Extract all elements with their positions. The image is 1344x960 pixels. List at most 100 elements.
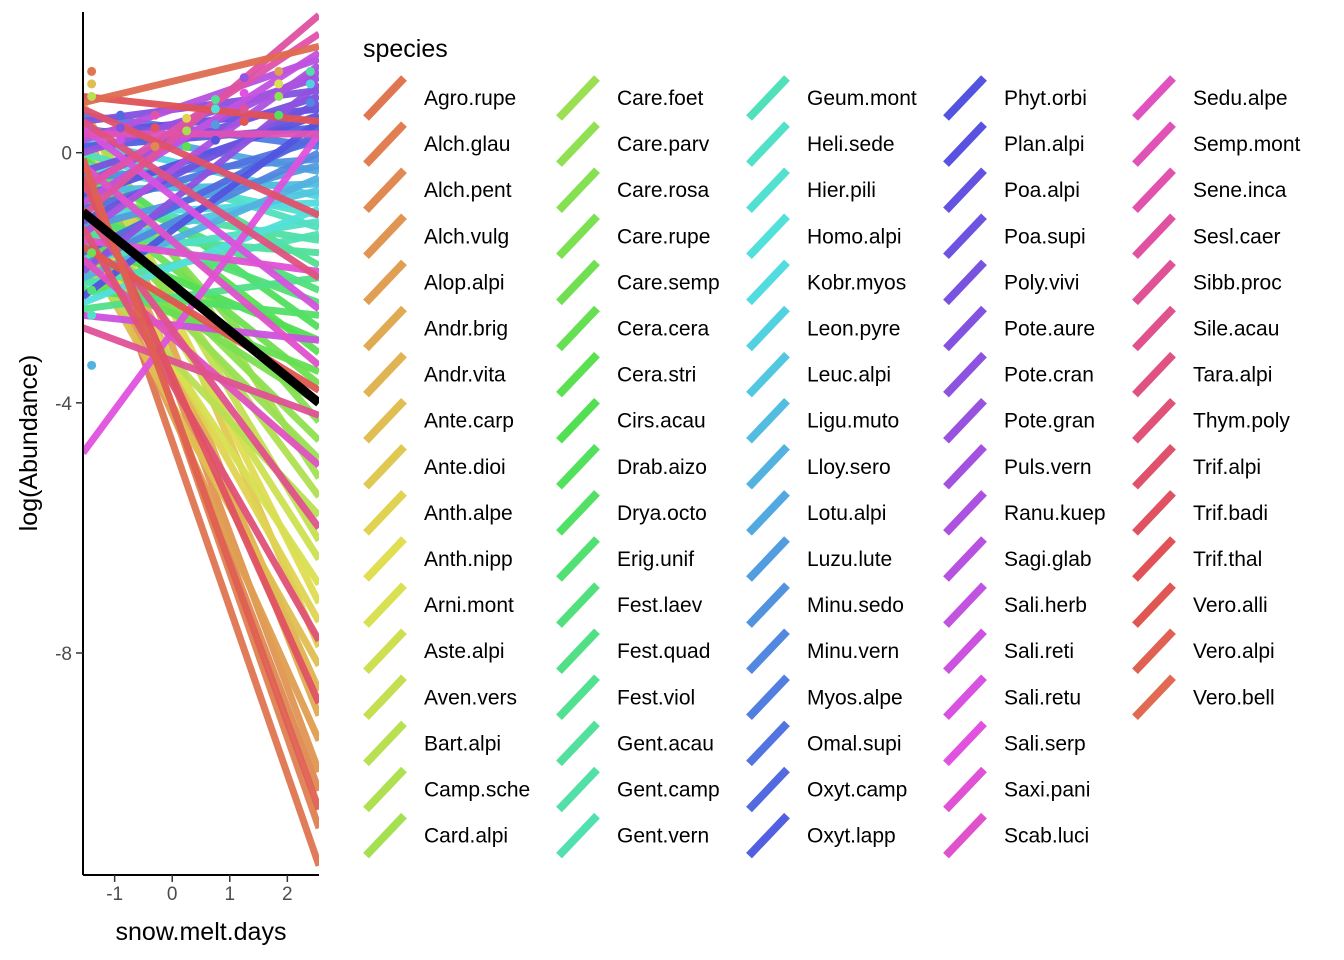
legend-label: Sesl.caer	[1193, 225, 1281, 248]
legend-label: Poly.vivi	[1004, 271, 1079, 294]
legend-item-Leon.pyre: Leon.pyre	[746, 305, 900, 352]
data-point	[305, 66, 315, 76]
legend-key	[746, 812, 790, 859]
legend-key	[556, 766, 600, 813]
legend-key	[746, 582, 790, 628]
legend-label: Minu.vern	[807, 640, 899, 663]
legend-item-Card.alpi: Card.alpi	[363, 812, 508, 859]
legend-item-Minu.vern: Minu.vern	[746, 628, 899, 674]
legend-label: Drab.aizo	[617, 456, 707, 479]
legend-item-Fest.laev: Fest.laev	[556, 582, 703, 628]
legend-key	[363, 628, 407, 674]
legend-key	[746, 305, 790, 352]
legend-item-Ante.dioi: Ante.dioi	[363, 444, 506, 490]
legend-label: Leuc.alpi	[807, 364, 891, 387]
overall-fit-line	[83, 208, 319, 407]
legend-key	[943, 490, 987, 536]
legend-label: Sali.herb	[1004, 594, 1087, 617]
legend-label: Leon.pyre	[807, 318, 900, 341]
legend-label: Cirs.acau	[617, 410, 706, 433]
legend-label: Care.semp	[617, 271, 720, 294]
legend-item-Erig.unif: Erig.unif	[556, 536, 694, 582]
legend-item-Puls.vern: Puls.vern	[943, 444, 1092, 490]
legend-item-Sali.serp: Sali.serp	[943, 720, 1086, 767]
legend-item-Vero.bell: Vero.bell	[1132, 674, 1275, 721]
data-point	[182, 113, 192, 123]
legend-key	[943, 397, 987, 444]
legend-item-Care.rupe: Care.rupe	[556, 213, 710, 260]
legend-item-Sile.acau: Sile.acau	[1132, 305, 1279, 352]
legend-item-Trif.badi: Trif.badi	[1132, 490, 1268, 536]
legend-key	[556, 582, 600, 628]
legend-key	[746, 766, 790, 813]
legend-label: Card.alpi	[424, 825, 508, 848]
legend-label: Sagi.glab	[1004, 548, 1092, 571]
legend-key	[1132, 628, 1176, 674]
legend-item-Trif.thal: Trif.thal	[1132, 536, 1262, 582]
legend-label: Care.rosa	[617, 179, 710, 202]
legend-key	[746, 536, 790, 582]
legend-key	[363, 444, 407, 490]
legend-item-Care.foet: Care.foet	[556, 75, 704, 121]
legend-key	[746, 720, 790, 767]
legend-label: Cera.cera	[617, 318, 710, 341]
legend-item-Ante.carp: Ante.carp	[363, 397, 514, 444]
overall-fit	[83, 208, 319, 407]
legend-label: Andr.vita	[424, 364, 506, 387]
legend-item-Anth.alpe: Anth.alpe	[363, 490, 513, 536]
legend-key	[556, 75, 600, 121]
legend-item-Sali.reti: Sali.reti	[943, 628, 1074, 674]
legend-item-Sali.herb: Sali.herb	[943, 582, 1087, 628]
legend-key	[1132, 351, 1176, 398]
data-point	[274, 110, 284, 120]
legend-key	[746, 674, 790, 721]
legend-item-Sagi.glab: Sagi.glab	[943, 536, 1092, 582]
legend-key	[556, 720, 600, 767]
legend-label: Poa.supi	[1004, 225, 1086, 248]
legend-label: Lotu.alpi	[807, 502, 886, 525]
legend-item-Alch.pent: Alch.pent	[363, 167, 512, 213]
legend-key	[556, 351, 600, 398]
legend-label: Alch.glau	[424, 133, 510, 156]
legend-label: Bart.alpi	[424, 732, 501, 755]
legend-item-Omal.supi: Omal.supi	[746, 720, 902, 767]
legend-item-Luzu.lute: Luzu.lute	[746, 536, 892, 582]
legend-key	[943, 305, 987, 352]
legend-item-Aven.vers: Aven.vers	[363, 674, 517, 721]
legend-label: Vero.bell	[1193, 686, 1275, 709]
data-point	[305, 98, 315, 108]
y-axis-title: log(Abundance)	[15, 355, 43, 532]
legend-label: Gent.vern	[617, 825, 709, 848]
legend-item-Semp.mont: Semp.mont	[1132, 121, 1301, 167]
legend-label: Phyt.orbi	[1004, 87, 1087, 110]
data-point	[210, 120, 220, 130]
legend-item-Fest.viol: Fest.viol	[556, 674, 695, 721]
legend-item-Phyt.orbi: Phyt.orbi	[943, 75, 1087, 121]
legend-key	[1132, 167, 1176, 213]
legend-item-Pote.aure: Pote.aure	[943, 305, 1095, 352]
legend-item-Ligu.muto: Ligu.muto	[746, 397, 899, 444]
legend-key	[943, 167, 987, 213]
data-point	[115, 123, 125, 133]
legend-label: Ligu.muto	[807, 410, 899, 433]
legend-key	[363, 259, 407, 306]
x-ticks: -1 0 1 2	[106, 875, 293, 905]
legend-item-Gent.camp: Gent.camp	[556, 766, 720, 813]
y-tick-label: 0	[61, 144, 72, 165]
legend-label: Tara.alpi	[1193, 364, 1272, 387]
legend-key	[556, 121, 600, 167]
series-line-Vero.bell	[83, 42, 319, 107]
data-point	[274, 66, 284, 76]
legend-item-Leuc.alpi: Leuc.alpi	[746, 351, 891, 398]
legend-item-Care.rosa: Care.rosa	[556, 167, 710, 213]
data-point	[150, 141, 160, 151]
legend-label: Arni.mont	[424, 594, 514, 617]
legend-key	[943, 766, 987, 813]
legend-label: Pote.cran	[1004, 364, 1094, 387]
legend-item-Cera.cera: Cera.cera	[556, 305, 710, 352]
legend-label: Hier.pili	[807, 179, 876, 202]
legend-label: Care.rupe	[617, 225, 710, 248]
series-line-Scab.luci	[83, 162, 319, 368]
legend-item-Ranu.kuep: Ranu.kuep	[943, 490, 1106, 536]
